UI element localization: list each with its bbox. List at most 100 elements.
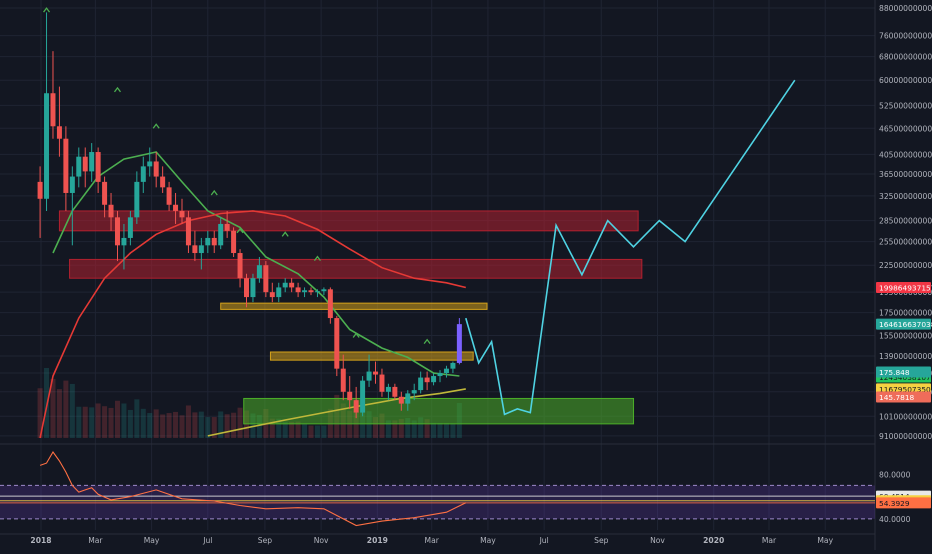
candle-body — [237, 253, 243, 279]
price-tick-label: 325000000000 — [879, 192, 932, 201]
volume-bar — [237, 407, 243, 438]
candle-body — [205, 237, 211, 246]
price-tick-label: 285000000000 — [879, 217, 932, 226]
volume-bar — [295, 421, 301, 438]
volume-bar — [121, 403, 127, 438]
volume-bar — [405, 417, 411, 438]
price-tick-label: 225000000000 — [879, 261, 932, 270]
volume-bar — [373, 417, 379, 438]
volume-bar — [256, 414, 262, 438]
candle-body — [147, 161, 153, 167]
candle-body — [121, 237, 127, 246]
candle-body — [295, 287, 301, 293]
candle-body — [63, 138, 69, 193]
candle-body — [379, 374, 385, 392]
zones — [58, 210, 643, 425]
volume-bar — [211, 417, 217, 438]
time-tick-label: May — [817, 536, 833, 545]
candle-body — [179, 210, 185, 218]
price-tick-label: 880000000000 — [879, 4, 932, 13]
candle-body — [37, 181, 43, 199]
volume-bar — [379, 413, 385, 438]
candle-body — [314, 291, 320, 293]
support-resistance-zone — [220, 302, 488, 310]
candle-body — [269, 292, 275, 298]
price-tick-label: 155000000000 — [879, 331, 932, 340]
candle-body — [431, 376, 437, 383]
candle-body — [134, 181, 140, 218]
moving-average-line — [52, 151, 460, 377]
candle-body — [302, 290, 308, 293]
candle-body — [56, 126, 62, 139]
time-tick-label: Mar — [425, 536, 440, 545]
candle-body — [198, 245, 204, 254]
volume-bar — [366, 411, 372, 438]
axis-price-tag-bg — [876, 282, 931, 294]
candle-body — [289, 282, 295, 288]
volume-bar — [56, 389, 62, 438]
signals — [43, 7, 431, 345]
signal-marker — [152, 123, 160, 129]
candle-body — [127, 217, 133, 238]
volume-bar — [347, 410, 353, 438]
axis-price-tag-text: 145.7818 — [879, 393, 915, 402]
signal-marker — [236, 227, 244, 234]
volume-bar — [224, 414, 230, 438]
candle-body — [250, 278, 256, 298]
oscillator-line — [39, 450, 467, 527]
support-resistance-zone — [69, 258, 643, 279]
volume-bar — [140, 408, 146, 438]
candle-body — [243, 278, 249, 298]
oscillator-panel — [0, 450, 875, 527]
volume-bar — [50, 378, 56, 438]
price-tick-label: 680000000000 — [879, 53, 932, 62]
volume-bar — [192, 412, 198, 438]
axis-price-tag-bg — [876, 318, 931, 330]
volume-bar — [276, 418, 282, 438]
candle-body — [308, 290, 314, 293]
axis-price-tag: 164616637038 — [876, 318, 932, 330]
time-tick-label: Sep — [258, 536, 272, 545]
support-resistance-zone — [269, 351, 474, 361]
candle-body — [405, 393, 411, 404]
candle-body — [192, 245, 198, 254]
candle-body — [224, 223, 230, 231]
axis-price-tag: 54.3929 — [876, 497, 931, 509]
signal-marker — [43, 7, 51, 13]
volume-bar — [153, 409, 159, 438]
candle-body — [373, 371, 379, 375]
oscillator-tick-label: 80.0000 — [879, 470, 911, 479]
volume-bar — [95, 403, 101, 438]
volume-bar — [321, 425, 327, 438]
candle-body — [340, 368, 346, 392]
volume-bar — [179, 415, 185, 438]
axis-price-tag-bg — [876, 366, 931, 378]
candle-body — [50, 93, 56, 127]
candle-body — [263, 265, 269, 293]
candle-body — [114, 217, 120, 246]
volume-bar — [108, 407, 114, 438]
volume-bar — [44, 368, 50, 438]
axis-price-tag-text: 124340381074 — [879, 373, 932, 382]
time-tick-label: 2019 — [367, 536, 388, 545]
axis-price-tag-bg — [876, 391, 931, 403]
time-tick-label: Nov — [314, 536, 329, 545]
candle-body — [211, 237, 217, 246]
projection-line — [465, 79, 796, 416]
volume-bar — [173, 411, 179, 438]
candle-body — [456, 324, 462, 363]
volume-bar — [69, 383, 75, 438]
moving-averages — [39, 151, 466, 439]
time-tick-label: Mar — [88, 536, 103, 545]
axis-price-tag-text: 175.848 — [879, 368, 910, 377]
time-tick-label: Sep — [594, 536, 608, 545]
candle-body — [366, 371, 372, 381]
support-resistance-zone — [243, 397, 635, 425]
volume-bar — [353, 411, 359, 438]
candle-body — [69, 176, 75, 193]
candle-body — [327, 289, 333, 319]
price-labels: 199864937157 164616637038 124340381074 1167… — [876, 282, 932, 509]
candle-body — [82, 156, 88, 172]
support-resistance-zone — [58, 210, 639, 232]
